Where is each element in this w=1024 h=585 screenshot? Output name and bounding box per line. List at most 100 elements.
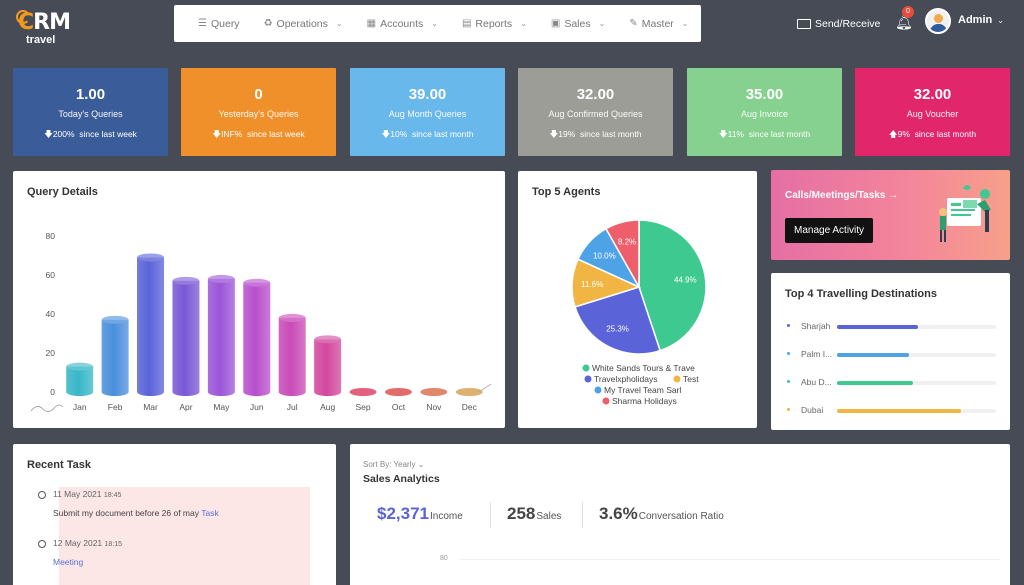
bullet-dot [787,380,790,383]
destination-row: Sharjah [787,321,997,333]
pie-slice-label: 11.6% [581,280,603,289]
destination-name: Dubai [801,405,824,415]
bar[interactable] [66,362,94,396]
stat-trend: 🡅9% since last month [888,129,977,139]
pie-slice[interactable] [638,219,707,352]
stat-card: 39.00 Aug Month Queries 🡇10% since last … [350,68,505,156]
bar[interactable] [314,335,342,396]
stat-value: 39.00 [408,86,447,103]
sort-by-dropdown[interactable]: Sort By: Yearly ⌄ [363,460,425,469]
sales-analytics-panel: Sort By: Yearly ⌄ Sales Analytics $2,371… [350,444,1010,585]
legend-label: White Sands Tours & Trave [592,363,695,373]
recent-task-title: Recent Task [27,459,91,471]
legend-label: Travelxpholidays [594,374,657,384]
logo[interactable]: CRM travel [14,6,74,46]
task-item[interactable]: 11 May 2021 18:45 Submit my document bef… [38,489,219,518]
bar[interactable] [137,253,165,396]
destination-name: Abu D... [801,377,832,387]
stat-trend: 🡇19% since last month [549,129,642,139]
arrow-up-icon: 🡅 [888,129,898,139]
logo-subtext: travel [26,34,56,46]
nav-reports[interactable]: ▤ Reports ⌄ [450,5,539,42]
stat-label: Yesterday's Queries [218,109,299,119]
x-tick-label: Jul [287,402,298,412]
meeting-link[interactable]: Meeting [53,557,84,567]
bar[interactable] [349,388,377,396]
sales-analytics-title: Sales Analytics [363,473,440,485]
x-tick-label: Oct [392,402,406,412]
user-menu-button[interactable]: Admin ⌄ [958,14,1004,26]
calls-meetings-link[interactable]: Calls/Meetings/Tasks → [785,190,899,201]
task-date: 12 May 2021 18:15 [53,538,123,548]
legend-item[interactable]: Test [673,374,700,384]
header-actions: Send/Receive 🔔︎ 0 Admin ⌄ [797,6,1004,36]
bar[interactable] [207,274,235,396]
task-link[interactable]: Task [201,508,219,518]
stat-trend: 🡇INF% since last week [212,129,305,139]
y-tick-label: 40 [46,309,56,319]
legend-label: My Travel Team Sarl [604,385,681,395]
pie-slice-label: 8.2% [618,238,636,247]
nav-label: Accounts [380,17,424,30]
manage-activity-button[interactable]: Manage Activity [785,218,874,243]
x-tick-label: Nov [426,402,442,412]
legend-item[interactable]: White Sands Tours & Trave [582,363,696,373]
bar[interactable] [172,276,200,396]
recycle-icon: ♻ [263,18,273,29]
destinations-panel: Top 4 Travelling Destinations Sharjah Pa… [771,273,1010,430]
logo-swoosh-icon [16,10,30,24]
bar[interactable] [455,388,483,396]
destination-bar-fill [837,381,914,385]
stat-value: 32.00 [576,86,615,103]
bullet-dot [787,324,790,327]
destination-row: Dubai [787,405,997,417]
task-item[interactable]: 12 May 2021 18:15 Meeting [38,538,123,567]
nav-sales[interactable]: ▣ Sales ⌄ [539,5,617,42]
calls-meetings-banner: Calls/Meetings/Tasks → Manage Activity [771,170,1010,260]
avatar[interactable] [925,8,951,34]
y-tick-label: 0 [50,387,55,397]
x-tick-label: Aug [320,402,335,412]
bell-icon: 🔔︎ [895,14,913,30]
bullet-dot [787,408,790,411]
pie-slice[interactable] [604,219,640,290]
bar[interactable] [420,388,448,396]
notifications-button[interactable]: 🔔︎ 0 [895,6,914,31]
x-tick-label: Sep [355,402,370,412]
legend-item[interactable]: Travelxpholidays [584,374,658,384]
sales-gridline [460,559,1000,560]
legend-item[interactable]: My Travel Team Sarl [594,385,682,395]
destination-name: Palm I... [801,349,833,359]
bar[interactable] [384,388,412,396]
envelope-icon [797,19,811,29]
stat-card: 1.00 Today's Queries 🡇200% since last we… [13,68,168,156]
legend-label: Test [683,374,699,384]
destination-bar-fill [837,325,919,329]
y-tick-label: 80 [46,231,56,241]
bullet-dot [787,352,790,355]
nav-accounts[interactable]: ▦ Accounts ⌄ [355,5,450,42]
send-receive-button[interactable]: Send/Receive [797,18,880,30]
x-tick-label: Dec [462,402,478,412]
nav-query[interactable]: ☰ Query [186,5,252,42]
top-agents-panel: Top 5 Agents 44.9% 25.3% 11.6% 10.0% 8.2% Whi… [518,171,757,428]
pie-slice[interactable] [574,286,662,355]
nav-operations[interactable]: ♻ Operations ⌄ [252,5,355,42]
stat-value: 0 [254,86,263,103]
bar[interactable] [278,313,306,396]
bar[interactable] [243,278,271,396]
destination-bar-track [837,325,996,329]
bar[interactable] [101,315,129,396]
activity-illustration-icon [939,185,991,242]
stat-value: 1.00 [75,86,106,103]
nav-master[interactable]: ✎ Master ⌄ [617,5,700,42]
legend-item[interactable]: Sharma Holidays [602,396,677,406]
notification-count-badge: 0 [902,6,914,18]
stat-label: Aug Invoice [740,109,789,119]
stat-value: 32.00 [913,86,952,103]
timeline-dot-icon [38,540,46,548]
legend-label: Sharma Holidays [612,396,677,406]
destinations-title: Top 4 Travelling Destinations [785,288,937,300]
top-agents-title: Top 5 Agents [532,186,601,198]
query-details-chart: 0 20 40 60 80 Jan Feb Mar Apr May Jun Jul Aug Sep Oct N… [30,231,492,412]
